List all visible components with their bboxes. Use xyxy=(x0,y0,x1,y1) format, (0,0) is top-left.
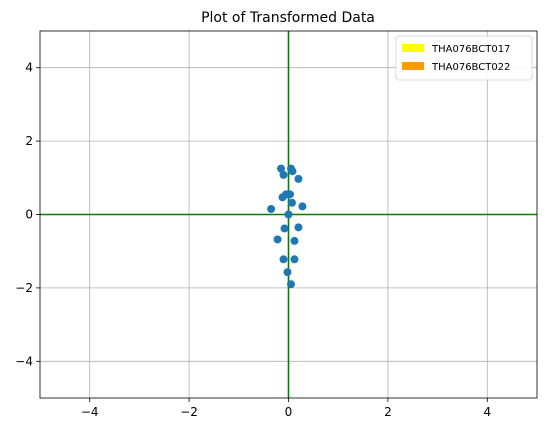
data-point xyxy=(294,223,303,232)
data-point xyxy=(287,198,296,207)
data-point xyxy=(294,174,303,183)
y-tick-label: −2 xyxy=(15,281,33,295)
data-point xyxy=(278,193,287,202)
data-point xyxy=(290,255,299,264)
data-point xyxy=(298,202,307,211)
data-point xyxy=(279,255,288,264)
y-tick-label: 0 xyxy=(25,208,33,222)
y-tick-label: 4 xyxy=(25,61,33,75)
data-point xyxy=(279,170,288,179)
x-axis-ticks: −4 −2 0 2 4 xyxy=(81,398,491,419)
data-point xyxy=(283,268,292,277)
data-point xyxy=(280,224,289,233)
data-point xyxy=(273,235,282,244)
x-tick-label: −2 xyxy=(180,405,198,419)
data-points xyxy=(267,164,307,289)
legend-swatch xyxy=(402,62,424,70)
data-point xyxy=(277,164,286,173)
data-point xyxy=(288,167,297,176)
x-tick-label: 2 xyxy=(384,405,392,419)
legend-swatch xyxy=(402,44,424,52)
legend: THA076BCT017 THA076BCT022 xyxy=(395,35,533,81)
x-tick-label: 4 xyxy=(483,405,491,419)
x-tick-label: −4 xyxy=(81,405,99,419)
legend-label: THA076BCT017 xyxy=(431,44,510,55)
legend-box xyxy=(395,35,533,81)
data-point xyxy=(286,280,295,289)
y-tick-label: 2 xyxy=(25,134,33,148)
data-point xyxy=(285,190,294,199)
data-point xyxy=(267,204,276,213)
y-axis-ticks: −4 −2 0 2 4 xyxy=(15,61,40,368)
x-tick-label: 0 xyxy=(285,405,293,419)
data-point xyxy=(290,236,299,245)
chart-title: Plot of Transformed Data xyxy=(201,10,375,26)
data-point xyxy=(284,210,293,219)
legend-label: THA076BCT022 xyxy=(431,62,510,73)
y-tick-label: −4 xyxy=(15,354,33,368)
